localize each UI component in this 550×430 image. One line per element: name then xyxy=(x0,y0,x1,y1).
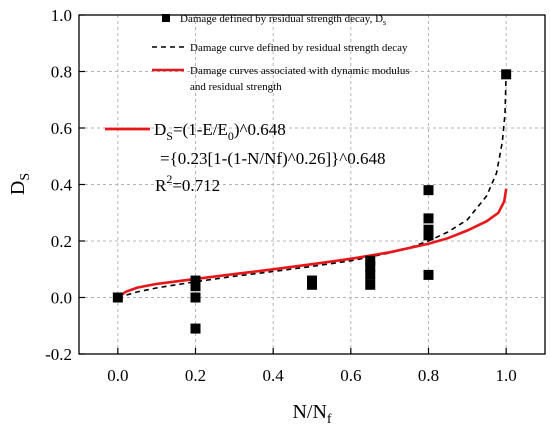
x-tick-label: 0.0 xyxy=(107,366,128,385)
data-point xyxy=(501,69,512,80)
red-fit-curve xyxy=(117,188,508,299)
data-point xyxy=(190,275,201,286)
x-tick-label: 0.4 xyxy=(263,366,285,385)
legend-dashed-label: Damage curve defined by residual strengt… xyxy=(190,42,408,54)
data-point xyxy=(365,269,376,280)
data-point xyxy=(190,292,201,303)
series-layer xyxy=(112,69,512,334)
y-axis-title: DS xyxy=(7,173,33,195)
data-point xyxy=(190,323,201,334)
data-point xyxy=(423,185,434,196)
data-point xyxy=(365,261,376,272)
data-point xyxy=(423,230,434,241)
equation-annotation: DS=(1-E/E0)^0.648 ={0.23[1-(1-N/Nf)^0.26… xyxy=(105,120,386,195)
axis-ticks: 0.0 0.2 0.4 0.6 0.8 1.0 -0.2 0.0 0.2 0.4 0.6 0.8 1.0 xyxy=(45,6,517,385)
legend-red-label-line1: Damage curves associated with dynamic mo… xyxy=(190,65,410,77)
data-point xyxy=(307,279,317,290)
x-axis-title: N/Nf xyxy=(292,401,331,427)
data-point xyxy=(365,279,376,290)
y-tick-label: 0.6 xyxy=(51,119,72,138)
dashed-damage-curve xyxy=(117,71,507,299)
data-point xyxy=(423,224,434,235)
legend-red-label-line2: and residual strength xyxy=(190,81,282,93)
data-point xyxy=(190,281,201,292)
data-point xyxy=(423,269,434,280)
y-tick-label: -0.2 xyxy=(45,345,72,364)
x-tick-label: 0.2 xyxy=(185,366,206,385)
y-tick-label: 0.2 xyxy=(51,232,72,251)
y-tick-label: 0.4 xyxy=(51,176,73,195)
data-point xyxy=(365,255,376,266)
equation-line2: ={0.23[1-(1-N/Nf)^0.26]}^0.648 xyxy=(160,149,386,168)
data-point xyxy=(112,292,123,303)
x-tick-label: 1.0 xyxy=(496,366,517,385)
data-point xyxy=(423,213,434,224)
equation-line3: R2=0.712 xyxy=(155,172,220,195)
x-tick-label: 0.6 xyxy=(340,366,361,385)
x-tick-label: 0.8 xyxy=(418,366,439,385)
equation-line1: DS=(1-E/E0)^0.648 xyxy=(154,120,286,143)
legend-scatter-label: Damage defined by residual strength deca… xyxy=(180,13,386,27)
y-tick-label: 0.0 xyxy=(51,289,72,308)
legend: Damage defined by residual strength deca… xyxy=(152,13,410,93)
legend-scatter-marker xyxy=(162,14,170,22)
y-tick-label: 1.0 xyxy=(51,6,72,25)
y-tick-label: 0.8 xyxy=(51,63,72,82)
